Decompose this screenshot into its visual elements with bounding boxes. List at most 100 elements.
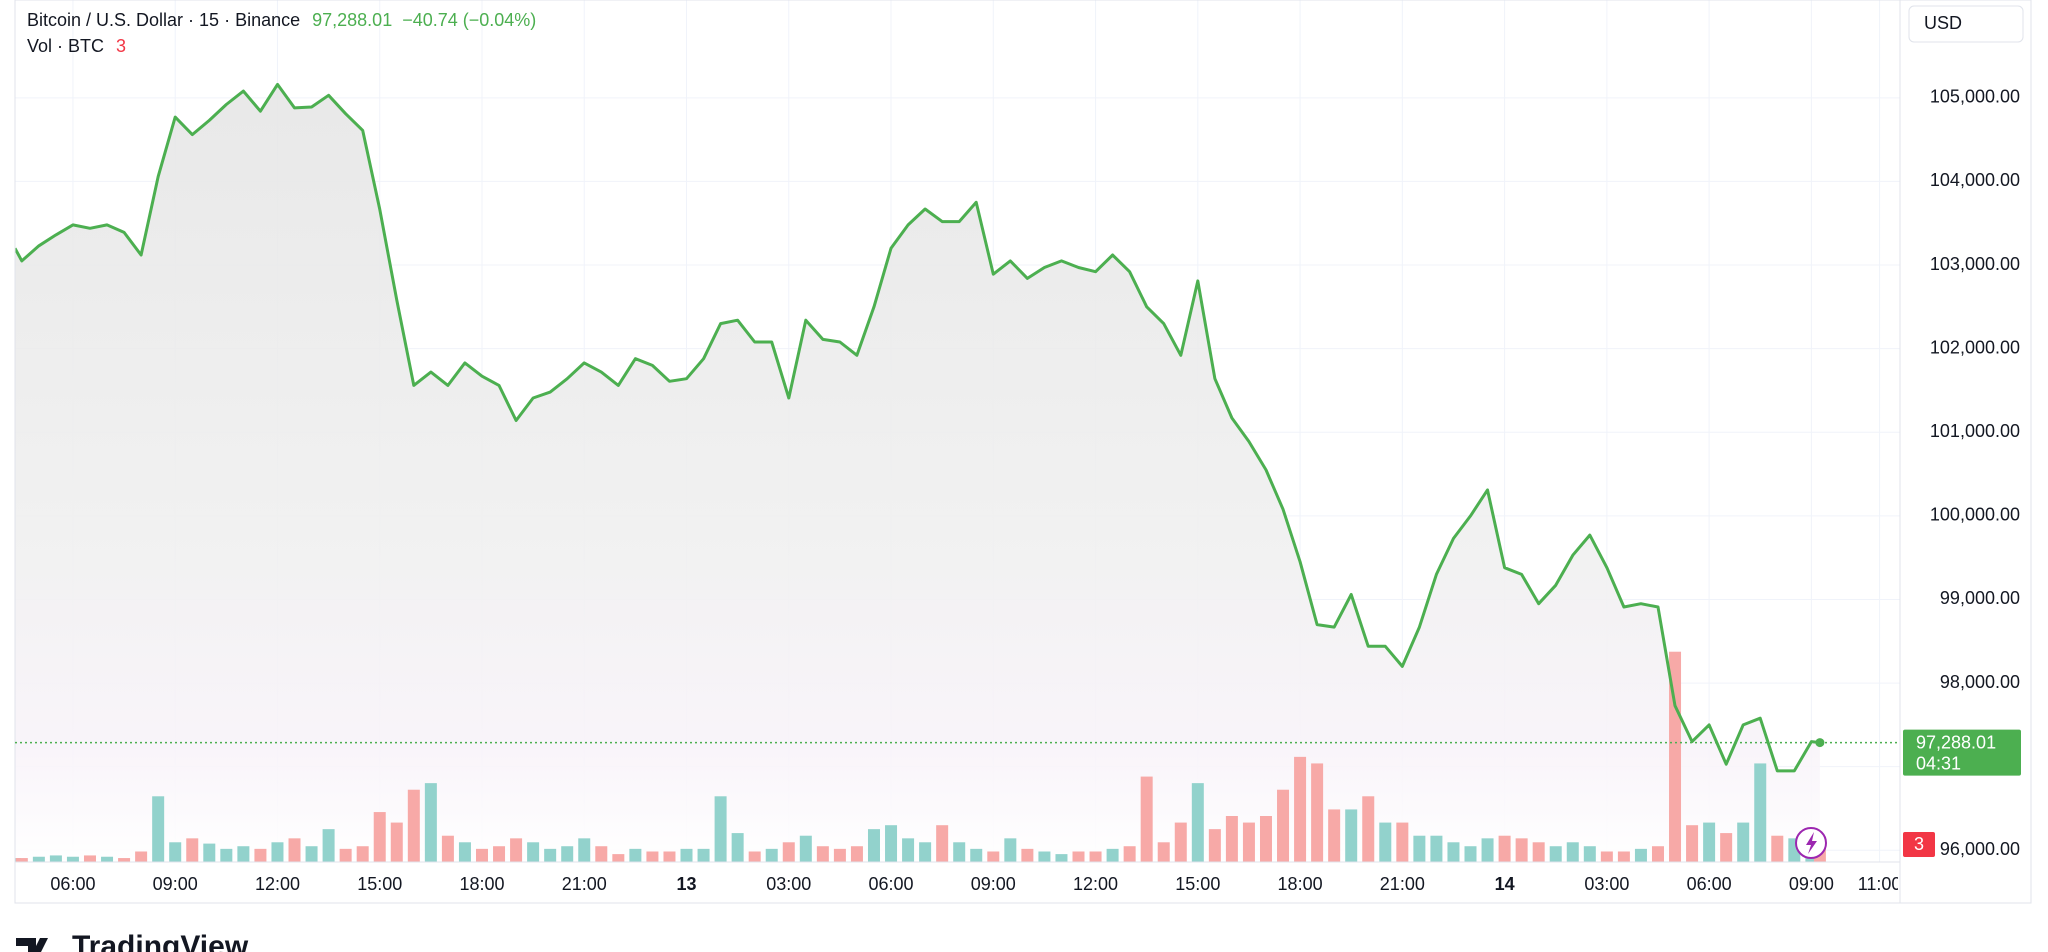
volume-bar — [936, 825, 949, 862]
volume-bar — [424, 783, 437, 862]
currency-button[interactable] — [1908, 5, 2024, 43]
volume-bar — [1634, 848, 1647, 862]
volume-bar — [1259, 816, 1272, 862]
volume-bar — [714, 796, 727, 862]
volume-bar — [288, 838, 301, 862]
volume-bar — [339, 848, 352, 862]
volume-bar — [1515, 838, 1528, 862]
y-tick-label: 104,000.00 — [1930, 170, 2020, 190]
volume-bar — [1447, 842, 1460, 862]
plot-area — [15, 82, 1826, 862]
volume-bar — [101, 856, 114, 862]
volume-bar — [578, 838, 591, 862]
volume-bar — [458, 842, 471, 862]
volume-title: Vol · BTC — [27, 36, 104, 56]
volume-bar — [1703, 822, 1716, 862]
volume-bar — [646, 851, 659, 862]
price-area — [15, 84, 1820, 862]
volume-bar — [118, 858, 131, 862]
volume-bar — [305, 846, 318, 862]
x-tick-label: 15:00 — [1175, 874, 1220, 894]
x-tick-label: 03:00 — [1584, 874, 1629, 894]
volume-bar — [1157, 842, 1170, 862]
volume-bar — [32, 856, 45, 862]
volume-bar — [1242, 822, 1255, 862]
volume-bar — [1464, 846, 1477, 862]
volume-bar — [816, 846, 829, 862]
volume-bar — [987, 851, 1000, 862]
volume-bar — [1072, 851, 1085, 862]
volume-bar — [782, 842, 795, 862]
volume-bar — [373, 812, 386, 862]
volume-value: 3 — [116, 36, 126, 56]
volume-bar — [83, 855, 96, 862]
volume-bar — [1651, 846, 1664, 862]
volume-bar — [1583, 846, 1596, 862]
volume-bar — [612, 854, 625, 862]
volume-bar — [850, 846, 863, 862]
volume-bar — [629, 848, 642, 862]
x-tick-label: 03:00 — [766, 874, 811, 894]
volume-bar — [1720, 833, 1733, 862]
x-tick-label: 06:00 — [1687, 874, 1732, 894]
volume-tag — [1903, 832, 1935, 857]
price-change: −40.74 (−0.04%) — [402, 10, 536, 30]
volume-bar — [1055, 854, 1068, 862]
volume-bar — [186, 838, 199, 862]
volume-bar — [544, 848, 557, 862]
volume-bar — [731, 833, 744, 862]
volume-bar — [663, 851, 676, 862]
volume-bar — [390, 822, 403, 862]
volume-bar — [595, 846, 608, 862]
volume-bar — [902, 838, 915, 862]
volume-bar — [1754, 763, 1767, 862]
volume-bar — [1362, 796, 1375, 862]
volume-bar — [680, 848, 693, 862]
volume-bar — [1311, 763, 1324, 862]
volume-bar — [66, 856, 79, 862]
volume-bar — [1686, 825, 1699, 862]
y-tick-label: 98,000.00 — [1940, 672, 2020, 692]
currency-label: USD — [1924, 13, 1962, 33]
x-tick-label: 21:00 — [562, 874, 607, 894]
x-tick-label: 13 — [676, 874, 696, 894]
volume-bar — [1532, 842, 1545, 862]
volume-bar — [561, 846, 574, 862]
x-tick-label: 06:00 — [50, 874, 95, 894]
last-price-tag — [1903, 729, 2021, 776]
volume-bar — [441, 835, 454, 862]
x-tick-label: 06:00 — [869, 874, 914, 894]
volume-bar — [833, 848, 846, 862]
volume-bar — [919, 842, 932, 862]
last-point — [1815, 738, 1825, 748]
volume-bar — [493, 846, 506, 862]
volume-bar — [510, 838, 523, 862]
volume-bar — [49, 855, 62, 862]
volume-bar — [1566, 842, 1579, 862]
volume-bar — [1737, 822, 1750, 862]
volume-bar — [322, 829, 335, 862]
volume-bar — [271, 842, 284, 862]
volume-bar — [1549, 846, 1562, 862]
volume-bar — [1498, 835, 1511, 862]
x-tick-label: 12:00 — [255, 874, 300, 894]
volume-bar — [953, 842, 966, 862]
last-price-tag-label: 97,288.01 — [1916, 732, 1996, 752]
volume-bar — [1328, 809, 1341, 862]
x-tick-label: 09:00 — [153, 874, 198, 894]
volume-bar — [1191, 783, 1204, 862]
volume-bar — [1021, 848, 1034, 862]
volume-tag-label: 3 — [1914, 834, 1924, 854]
volume-bar — [1277, 789, 1290, 862]
x-tick-label: 21:00 — [1380, 874, 1425, 894]
volume-bar — [135, 851, 148, 862]
volume-bar — [1225, 816, 1238, 862]
volume-bar — [1600, 851, 1613, 862]
time-axis: 06:00 09:00 12:00 15:00 18:00 21:00 13 03:00 06:… — [50, 874, 1898, 894]
volume-bar — [152, 796, 165, 862]
volume-bar — [1140, 776, 1153, 862]
volume-bar — [1430, 835, 1443, 862]
x-tick-label: 18:00 — [459, 874, 504, 894]
assistant-icon[interactable] — [1795, 827, 1827, 859]
